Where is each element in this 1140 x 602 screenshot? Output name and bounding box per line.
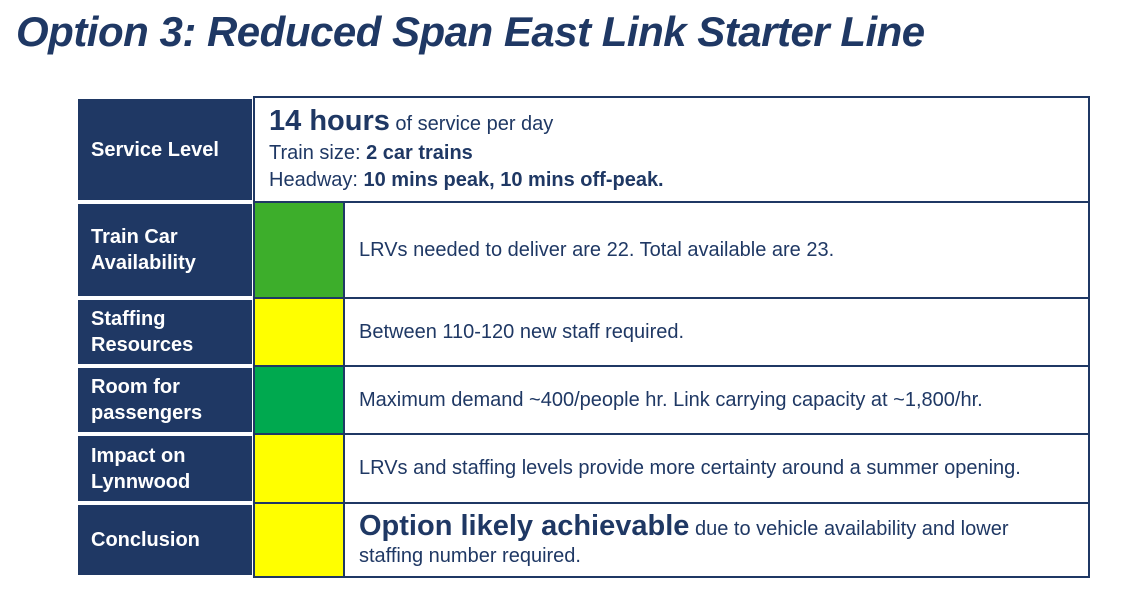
conclusion-reason: due to vehicle availability and lower st…: [359, 518, 1009, 568]
impact-on-lynnwood-text: LRVs and staffing levels provide more ce…: [359, 457, 1021, 479]
status-indicator-green: [253, 201, 345, 299]
table-row-staffing-resources: Staffing Resources Between 110-120 new s…: [78, 297, 1090, 367]
row-label-service-level: Service Level: [78, 96, 253, 203]
headway-label: Headway:: [269, 169, 364, 192]
headway-value: 10 mins peak, 10 mins off-peak.: [363, 169, 664, 192]
train-car-availability-content: LRVs needed to deliver are 22. Total ava…: [345, 201, 1090, 299]
table-row-impact-on-lynnwood: Impact on Lynnwood LRVs and staffing lev…: [78, 433, 1090, 504]
service-level-content: 14 hours of service per day Train size: …: [253, 96, 1090, 203]
row-label-train-car-availability: Train Car Availability: [78, 201, 253, 299]
page-title: Option 3: Reduced Span East Link Starter…: [16, 8, 925, 55]
conclusion-verdict: Option likely achievable: [359, 510, 690, 542]
status-indicator-green: [253, 365, 345, 435]
table-row-conclusion: Conclusion Option likely achievable due …: [78, 502, 1090, 579]
status-indicator-yellow: [253, 297, 345, 367]
staffing-resources-text: Between 110-120 new staff required.: [359, 320, 685, 343]
room-for-passengers-text: Maximum demand ~400/people hr. Link carr…: [359, 388, 983, 411]
train-size-value: 2 car trains: [366, 142, 473, 165]
train-car-availability-text: LRVs needed to deliver are 22. Total ava…: [359, 238, 835, 261]
status-indicator-yellow: [253, 433, 345, 504]
train-size-line: Train size: 2 car trains: [269, 140, 1074, 167]
row-label-staffing-resources: Staffing Resources: [78, 297, 253, 367]
evaluation-table: Service Level 14 hours of service per da…: [78, 96, 1090, 579]
headway-line: Headway: 10 mins peak, 10 mins off-peak.: [269, 167, 1074, 194]
impact-on-lynnwood-content: LRVs and staffing levels provide more ce…: [345, 433, 1090, 504]
row-label-impact-on-lynnwood: Impact on Lynnwood: [78, 433, 253, 504]
table-row-service-level: Service Level 14 hours of service per da…: [78, 96, 1090, 203]
conclusion-text: Option likely achievable due to vehicle …: [359, 510, 1074, 570]
train-size-label: Train size:: [269, 142, 367, 165]
conclusion-content: Option likely achievable due to vehicle …: [345, 502, 1090, 579]
table-row-room-for-passengers: Room for passengers Maximum demand ~400/…: [78, 365, 1090, 435]
staffing-resources-content: Between 110-120 new staff required.: [345, 297, 1090, 367]
row-label-room-for-passengers: Room for passengers: [78, 365, 253, 435]
service-hours-suffix: of service per day: [389, 112, 554, 135]
room-for-passengers-content: Maximum demand ~400/people hr. Link carr…: [345, 365, 1090, 435]
slide: Option 3: Reduced Span East Link Starter…: [0, 8, 1140, 602]
row-label-conclusion: Conclusion: [78, 502, 253, 579]
table-row-train-car-availability: Train Car Availability LRVs needed to de…: [78, 201, 1090, 299]
service-hours-line: 14 hours of service per day: [269, 105, 1074, 138]
status-indicator-yellow: [253, 502, 345, 579]
service-hours-value: 14 hours: [269, 104, 390, 137]
